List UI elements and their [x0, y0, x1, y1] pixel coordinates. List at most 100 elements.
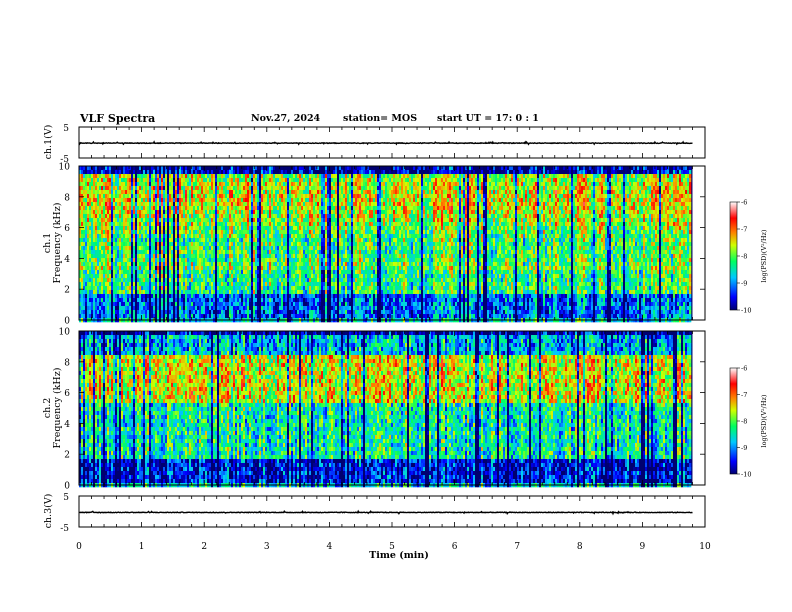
spectrogram-cell: [297, 210, 300, 215]
spectrogram-cell: [257, 214, 260, 219]
spectrogram-cell: [209, 210, 212, 215]
spectrogram-cell: [95, 202, 98, 207]
spectrogram-cell: [235, 166, 238, 171]
spectrogram-cell: [209, 238, 212, 243]
spectrogram-cell: [235, 310, 238, 315]
spectrogram-cell: [237, 314, 240, 319]
spectrogram-cell: [229, 210, 232, 215]
spectrogram-cell: [303, 310, 306, 315]
spectrogram-cell: [153, 206, 156, 211]
spectrogram-cell: [183, 198, 186, 203]
spectrogram-cell: [307, 198, 310, 203]
spectrogram-cell: [101, 254, 104, 259]
spectrogram-cell: [191, 258, 194, 263]
spectrogram-cell: [295, 314, 298, 319]
spectrogram-cell: [273, 178, 276, 183]
spectrogram-cell: [255, 234, 258, 239]
spectrogram-cell: [307, 290, 310, 295]
spectrogram-cell: [129, 186, 132, 191]
spectrogram-cell: [173, 258, 176, 263]
spectrogram-cell: [127, 198, 130, 203]
spectrogram-cell: [331, 286, 334, 291]
spectrogram-cell: [145, 198, 148, 203]
spectrogram-cell: [213, 202, 216, 207]
spectrogram-cell: [153, 218, 156, 223]
spectrogram-cell: [257, 286, 260, 291]
spectrogram-cell: [131, 178, 134, 183]
spectrogram-cell: [263, 166, 266, 171]
spectrogram-cell: [255, 262, 258, 267]
spectrogram-cell: [153, 186, 156, 191]
spectrogram-cell: [171, 282, 174, 287]
spectrogram-cell: [123, 198, 126, 203]
spectrogram-cell: [325, 190, 328, 195]
spectrogram-cell: [143, 210, 146, 215]
spectrogram-cell: [231, 294, 234, 299]
spectrogram-cell: [161, 186, 164, 191]
spectrogram-cell: [231, 250, 234, 255]
spectrogram-cell: [101, 206, 104, 211]
spectrogram-cell: [201, 246, 204, 251]
spectrogram-cell: [317, 214, 320, 219]
spectrogram-cell: [271, 278, 274, 283]
spectrogram-cell: [263, 262, 266, 267]
spectrogram-cell: [221, 234, 224, 239]
spectrogram-cell: [199, 198, 202, 203]
spectrogram-cell: [145, 230, 148, 235]
spectrogram-cell: [325, 242, 328, 247]
spectrogram-cell: [303, 218, 306, 223]
spectrogram-cell: [131, 234, 134, 239]
spectrogram-cell: [163, 226, 166, 231]
spectrogram-cell: [103, 226, 106, 231]
spectrogram-cell: [245, 250, 248, 255]
spectrogram-cell: [299, 226, 302, 231]
spectrogram-cell: [143, 238, 146, 243]
spectrogram-cell: [203, 278, 206, 283]
spectrogram-cell: [117, 310, 120, 315]
spectrogram-cell: [257, 234, 260, 239]
spectrogram-cell: [243, 166, 246, 171]
spectrogram-cell: [211, 294, 214, 299]
spectrogram-cell: [163, 250, 166, 255]
spectrogram-cell: [167, 294, 170, 299]
spectrogram-cell: [91, 266, 94, 271]
spectrogram-cell: [137, 274, 140, 279]
spectrogram-cell: [215, 166, 218, 171]
spectrogram-cell: [165, 290, 168, 295]
spectrogram-cell: [103, 310, 106, 315]
spectrogram-cell: [151, 266, 154, 271]
spectrogram-cell: [331, 278, 334, 283]
spectrogram-cell: [157, 278, 160, 283]
spectrogram-cell: [151, 242, 154, 247]
spectrogram-cell: [325, 234, 328, 239]
spectrogram-cell: [295, 206, 298, 211]
spectrogram-cell: [231, 290, 234, 295]
spectrogram-cell: [291, 250, 294, 255]
spectrogram-cell: [205, 230, 208, 235]
spectrogram-cell: [261, 278, 264, 283]
spectrogram-cell: [123, 298, 126, 303]
spectrogram-cell: [113, 218, 116, 223]
spectrogram-cell: [209, 274, 212, 279]
spectrogram-cell: [253, 170, 256, 175]
spectrogram-cell: [297, 254, 300, 259]
spectrogram-cell: [151, 282, 154, 287]
spectrogram-cell: [135, 246, 138, 251]
spectrogram-cell: [179, 198, 182, 203]
spectrogram-cell: [199, 202, 202, 207]
spectrogram-cell: [325, 170, 328, 175]
spectrogram-cell: [317, 222, 320, 227]
spectrogram-cell: [173, 182, 176, 187]
spectrogram-cell: [117, 282, 120, 287]
spectrogram-cell: [215, 270, 218, 275]
spectrogram-cell: [311, 278, 314, 283]
spectrogram-cell: [269, 250, 272, 255]
spectrogram-cell: [299, 270, 302, 275]
spectrogram-cell: [185, 178, 188, 183]
spectrogram-cell: [311, 302, 314, 307]
spectrogram-cell: [299, 310, 302, 315]
spectrogram-cell: [181, 194, 184, 199]
spectrogram-cell: [303, 286, 306, 291]
spectrogram-cell: [251, 194, 254, 199]
spectrogram-cell: [233, 298, 236, 303]
